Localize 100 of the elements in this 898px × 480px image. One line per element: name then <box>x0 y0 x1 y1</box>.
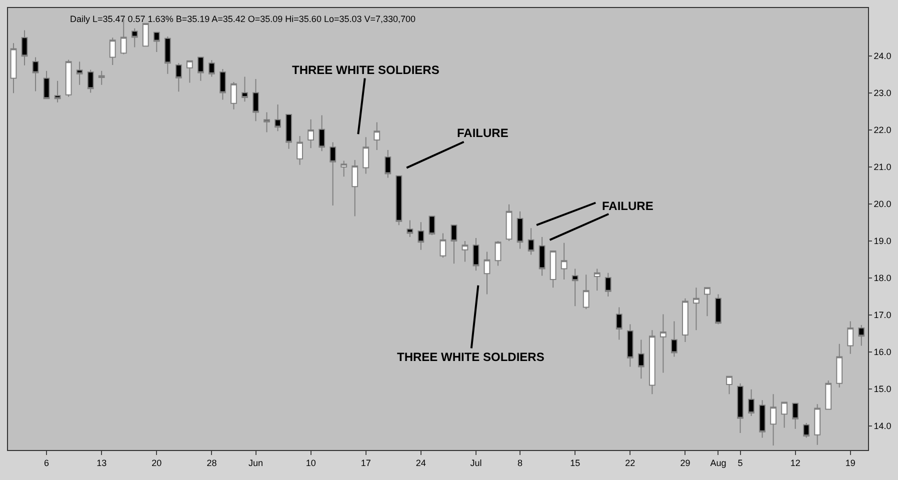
candlestick <box>484 251 490 295</box>
candlestick <box>406 220 414 238</box>
x-tick-label: Jul <box>470 458 482 468</box>
candlestick <box>770 394 776 446</box>
candlestick <box>242 76 248 102</box>
candlestick <box>648 330 656 395</box>
candlestick <box>286 114 292 150</box>
candlestick <box>550 250 556 288</box>
candlestick <box>428 216 436 236</box>
candlestick <box>153 32 160 53</box>
candlestick <box>252 78 259 122</box>
candlestick <box>76 61 83 86</box>
candlestick <box>626 324 634 368</box>
candlestick <box>54 80 61 103</box>
candlestick <box>704 287 710 317</box>
y-tick-label: 21.0 <box>874 162 892 172</box>
y-tick-label: 19.0 <box>874 236 892 246</box>
x-tick-label: 24 <box>416 458 426 468</box>
annotation: THREE WHITE SOLDIERS <box>292 63 440 77</box>
x-tick-label: 29 <box>680 458 690 468</box>
candlestick <box>726 376 732 395</box>
candlestick <box>274 104 281 132</box>
candlestick <box>208 60 215 78</box>
x-tick-label: Jun <box>248 458 264 468</box>
candlestick <box>462 240 468 262</box>
candlestick <box>142 23 149 47</box>
candlestick <box>131 28 138 48</box>
candlestick <box>506 204 512 242</box>
x-tick-label: 10 <box>306 458 316 468</box>
annotation: FAILURE <box>457 126 508 140</box>
candlestick <box>10 42 17 94</box>
x-tick-label: 19 <box>845 458 856 468</box>
candlestick <box>186 60 193 84</box>
candlestick <box>374 122 380 151</box>
y-tick-label: 23.0 <box>874 88 892 98</box>
candlestick <box>330 142 336 206</box>
candlestick <box>715 294 722 325</box>
candlestick <box>792 402 799 430</box>
y-tick-label: 14.0 <box>874 421 892 432</box>
candlestick <box>538 236 546 276</box>
x-tick-label: 12 <box>790 458 800 468</box>
candlestick <box>528 228 534 256</box>
candlestick <box>516 210 524 250</box>
candlestick <box>781 402 788 428</box>
candlestick <box>682 298 688 342</box>
candlestick <box>396 175 402 226</box>
candlestick <box>175 62 182 92</box>
candlestick <box>638 339 644 380</box>
candlestick <box>198 56 204 82</box>
candlestick <box>693 287 700 331</box>
candlestick <box>352 160 358 217</box>
x-tick-label: 20 <box>152 458 162 468</box>
candlestick <box>308 118 314 149</box>
candlestick <box>450 224 458 264</box>
y-tick-label: 20.0 <box>874 199 892 210</box>
x-tick-label: 17 <box>360 458 371 468</box>
y-tick-label: 18.0 <box>874 273 892 284</box>
candlestick <box>384 150 392 178</box>
candlestick <box>440 232 446 258</box>
x-tick-label: Aug <box>710 458 726 468</box>
candlestick <box>604 272 612 297</box>
x-tick-label: 28 <box>206 458 217 468</box>
candlestick <box>87 69 94 94</box>
candlestick <box>318 114 326 152</box>
x-tick-label: 22 <box>625 458 636 468</box>
candlestick <box>65 59 72 98</box>
annotation: FAILURE <box>602 199 654 213</box>
candlestick <box>671 320 678 358</box>
x-tick-label: 6 <box>44 458 50 468</box>
candlestick <box>594 268 600 292</box>
candlestick <box>98 70 105 86</box>
candlestick <box>858 324 865 346</box>
candlestick <box>582 274 590 310</box>
y-tick-label: 16.0 <box>874 347 892 358</box>
y-tick-label: 22.0 <box>874 125 892 136</box>
candlestick <box>164 36 171 74</box>
candlestick <box>847 320 854 354</box>
candlestick <box>814 404 821 446</box>
candlestick <box>660 314 666 374</box>
x-tick-label: 13 <box>96 458 107 468</box>
candlestick <box>825 380 832 410</box>
y-tick-label: 17.0 <box>874 310 892 320</box>
y-tick-label: 15.0 <box>874 384 892 394</box>
candlestick <box>418 222 424 250</box>
candlestick <box>264 112 270 133</box>
candlestick <box>109 37 116 66</box>
candlestick <box>759 400 766 438</box>
x-tick-label: 5 <box>738 458 743 468</box>
x-tick-label: 8 <box>518 458 523 468</box>
annotation: THREE WHITE SOLDIERS <box>397 350 544 364</box>
candlestick <box>616 306 622 340</box>
candlestick <box>836 343 843 388</box>
candlestick <box>230 81 237 110</box>
y-tick-label: 24.0 <box>874 51 892 62</box>
candlestick <box>362 136 370 174</box>
candlestick <box>472 238 480 272</box>
candlestick <box>43 70 50 100</box>
annotation: Daily L=35.47 0.57 1.63% B=35.19 A=35.42 O=35.09 Hi=35.60 Lo=35.03 V=7,330,700 <box>70 14 416 24</box>
candlestick <box>560 242 568 280</box>
candlestick <box>21 30 28 66</box>
